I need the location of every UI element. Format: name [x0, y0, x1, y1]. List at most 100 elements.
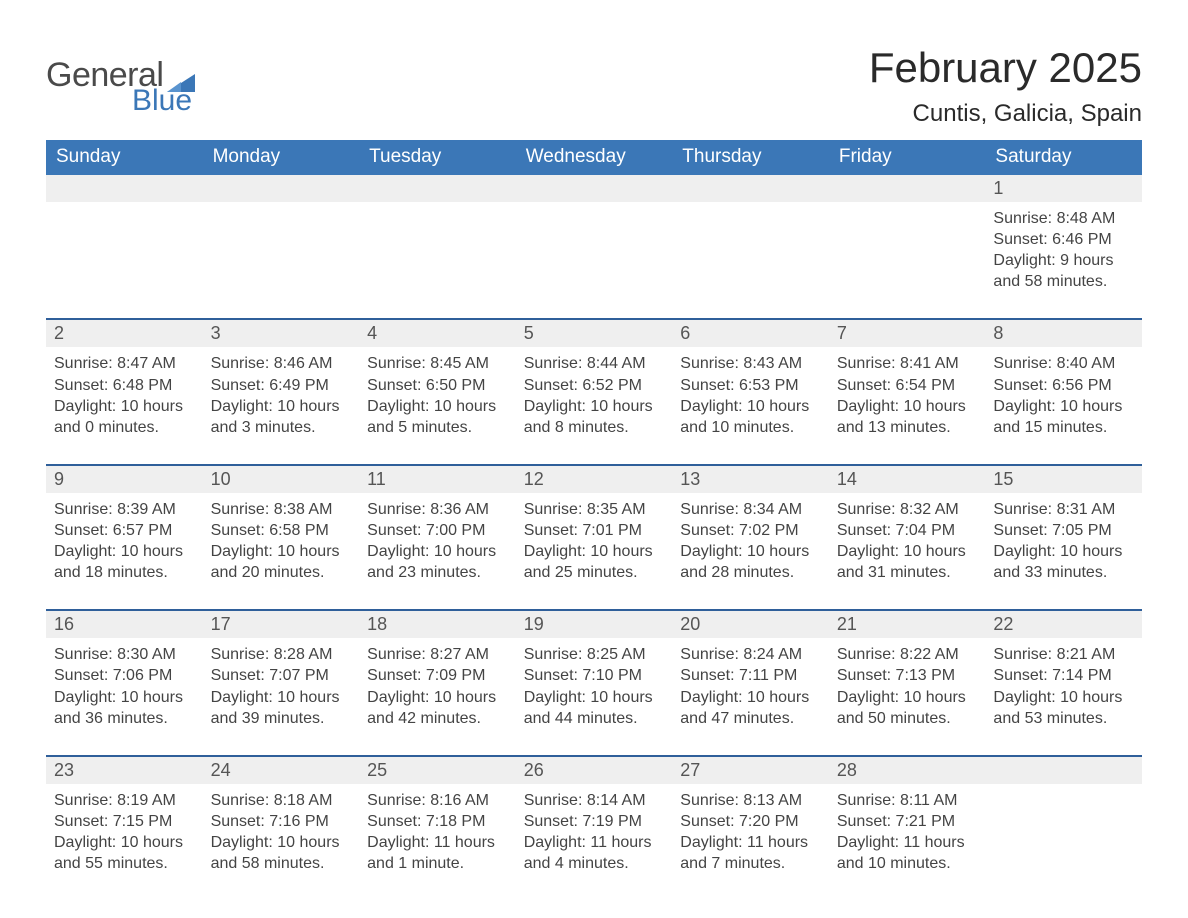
day-number-row: 16171819202122 — [46, 611, 1142, 638]
day-cell: Sunrise: 8:34 AMSunset: 7:02 PMDaylight:… — [672, 493, 829, 587]
day-number: 16 — [46, 611, 203, 638]
sunrise-text: Sunrise: 8:11 AM — [837, 790, 978, 811]
weekday-header: Tuesday — [359, 140, 516, 175]
daylight-text: Daylight: 10 hours and 10 minutes. — [680, 396, 821, 438]
sunrise-text: Sunrise: 8:31 AM — [993, 499, 1134, 520]
day-number: 3 — [203, 320, 360, 347]
day-number: 19 — [516, 611, 673, 638]
daylight-text: Daylight: 11 hours and 10 minutes. — [837, 832, 978, 874]
day-number: 24 — [203, 757, 360, 784]
day-number — [359, 175, 516, 202]
daylight-text: Daylight: 9 hours and 58 minutes. — [993, 250, 1134, 292]
day-cell: Sunrise: 8:48 AMSunset: 6:46 PMDaylight:… — [985, 202, 1142, 296]
day-number: 12 — [516, 466, 673, 493]
day-number: 20 — [672, 611, 829, 638]
sunset-text: Sunset: 6:50 PM — [367, 375, 508, 396]
sunset-text: Sunset: 7:09 PM — [367, 665, 508, 686]
daylight-text: Daylight: 10 hours and 31 minutes. — [837, 541, 978, 583]
sunset-text: Sunset: 6:57 PM — [54, 520, 195, 541]
week-row: 232425262728Sunrise: 8:19 AMSunset: 7:15… — [46, 755, 1142, 878]
sunrise-text: Sunrise: 8:46 AM — [211, 353, 352, 374]
day-number — [516, 175, 673, 202]
week-row: 9101112131415Sunrise: 8:39 AMSunset: 6:5… — [46, 464, 1142, 587]
sunset-text: Sunset: 7:19 PM — [524, 811, 665, 832]
daylight-text: Daylight: 10 hours and 39 minutes. — [211, 687, 352, 729]
day-cell: Sunrise: 8:39 AMSunset: 6:57 PMDaylight:… — [46, 493, 203, 587]
sunrise-text: Sunrise: 8:43 AM — [680, 353, 821, 374]
day-number: 10 — [203, 466, 360, 493]
day-cell: Sunrise: 8:25 AMSunset: 7:10 PMDaylight:… — [516, 638, 673, 732]
day-number: 27 — [672, 757, 829, 784]
sunset-text: Sunset: 7:14 PM — [993, 665, 1134, 686]
day-number: 25 — [359, 757, 516, 784]
week-row: 1Sunrise: 8:48 AMSunset: 6:46 PMDaylight… — [46, 175, 1142, 296]
sunset-text: Sunset: 6:48 PM — [54, 375, 195, 396]
day-number: 11 — [359, 466, 516, 493]
sunrise-text: Sunrise: 8:44 AM — [524, 353, 665, 374]
day-cell: Sunrise: 8:14 AMSunset: 7:19 PMDaylight:… — [516, 784, 673, 878]
daylight-text: Daylight: 10 hours and 3 minutes. — [211, 396, 352, 438]
day-number — [829, 175, 986, 202]
daylight-text: Daylight: 11 hours and 4 minutes. — [524, 832, 665, 874]
sunrise-text: Sunrise: 8:48 AM — [993, 208, 1134, 229]
sunrise-text: Sunrise: 8:25 AM — [524, 644, 665, 665]
sunrise-text: Sunrise: 8:41 AM — [837, 353, 978, 374]
day-cell: Sunrise: 8:38 AMSunset: 6:58 PMDaylight:… — [203, 493, 360, 587]
sunrise-text: Sunrise: 8:13 AM — [680, 790, 821, 811]
day-number: 5 — [516, 320, 673, 347]
day-number-row: 2345678 — [46, 320, 1142, 347]
daylight-text: Daylight: 10 hours and 23 minutes. — [367, 541, 508, 583]
daylight-text: Daylight: 10 hours and 20 minutes. — [211, 541, 352, 583]
day-cell: Sunrise: 8:45 AMSunset: 6:50 PMDaylight:… — [359, 347, 516, 441]
daylight-text: Daylight: 10 hours and 36 minutes. — [54, 687, 195, 729]
daylight-text: Daylight: 10 hours and 55 minutes. — [54, 832, 195, 874]
heading: February 2025 Cuntis, Galicia, Spain — [869, 44, 1142, 128]
day-cell: Sunrise: 8:44 AMSunset: 6:52 PMDaylight:… — [516, 347, 673, 441]
day-cell: Sunrise: 8:24 AMSunset: 7:11 PMDaylight:… — [672, 638, 829, 732]
calendar: Sunday Monday Tuesday Wednesday Thursday… — [46, 140, 1142, 878]
daylight-text: Daylight: 10 hours and 33 minutes. — [993, 541, 1134, 583]
day-number: 8 — [985, 320, 1142, 347]
sunrise-text: Sunrise: 8:36 AM — [367, 499, 508, 520]
sunset-text: Sunset: 7:07 PM — [211, 665, 352, 686]
logo: General Blue — [46, 44, 195, 116]
day-cell: Sunrise: 8:11 AMSunset: 7:21 PMDaylight:… — [829, 784, 986, 878]
sunset-text: Sunset: 7:04 PM — [837, 520, 978, 541]
day-number-row: 232425262728 — [46, 757, 1142, 784]
sunrise-text: Sunrise: 8:27 AM — [367, 644, 508, 665]
daylight-text: Daylight: 10 hours and 50 minutes. — [837, 687, 978, 729]
week-row: 16171819202122Sunrise: 8:30 AMSunset: 7:… — [46, 609, 1142, 732]
day-cell: Sunrise: 8:47 AMSunset: 6:48 PMDaylight:… — [46, 347, 203, 441]
header: General Blue February 2025 Cuntis, Galic… — [46, 44, 1142, 128]
day-cell — [46, 202, 203, 296]
day-cell — [516, 202, 673, 296]
day-number: 13 — [672, 466, 829, 493]
day-cell: Sunrise: 8:36 AMSunset: 7:00 PMDaylight:… — [359, 493, 516, 587]
day-cell — [672, 202, 829, 296]
day-cell: Sunrise: 8:46 AMSunset: 6:49 PMDaylight:… — [203, 347, 360, 441]
sunrise-text: Sunrise: 8:19 AM — [54, 790, 195, 811]
day-number: 28 — [829, 757, 986, 784]
day-number: 6 — [672, 320, 829, 347]
daylight-text: Daylight: 11 hours and 7 minutes. — [680, 832, 821, 874]
day-cell — [985, 784, 1142, 878]
weekday-header: Monday — [203, 140, 360, 175]
weekday-header: Saturday — [985, 140, 1142, 175]
day-cell: Sunrise: 8:22 AMSunset: 7:13 PMDaylight:… — [829, 638, 986, 732]
weeks-container: 1Sunrise: 8:48 AMSunset: 6:46 PMDaylight… — [46, 175, 1142, 878]
day-cell: Sunrise: 8:43 AMSunset: 6:53 PMDaylight:… — [672, 347, 829, 441]
daylight-text: Daylight: 10 hours and 42 minutes. — [367, 687, 508, 729]
sunset-text: Sunset: 7:18 PM — [367, 811, 508, 832]
location-subtitle: Cuntis, Galicia, Spain — [869, 100, 1142, 128]
sunrise-text: Sunrise: 8:24 AM — [680, 644, 821, 665]
sunset-text: Sunset: 6:49 PM — [211, 375, 352, 396]
sunset-text: Sunset: 7:11 PM — [680, 665, 821, 686]
day-cell: Sunrise: 8:13 AMSunset: 7:20 PMDaylight:… — [672, 784, 829, 878]
daylight-text: Daylight: 10 hours and 5 minutes. — [367, 396, 508, 438]
daylight-text: Daylight: 10 hours and 53 minutes. — [993, 687, 1134, 729]
daylight-text: Daylight: 10 hours and 25 minutes. — [524, 541, 665, 583]
day-number: 4 — [359, 320, 516, 347]
daylight-text: Daylight: 10 hours and 18 minutes. — [54, 541, 195, 583]
sunrise-text: Sunrise: 8:45 AM — [367, 353, 508, 374]
week-row: 2345678Sunrise: 8:47 AMSunset: 6:48 PMDa… — [46, 318, 1142, 441]
